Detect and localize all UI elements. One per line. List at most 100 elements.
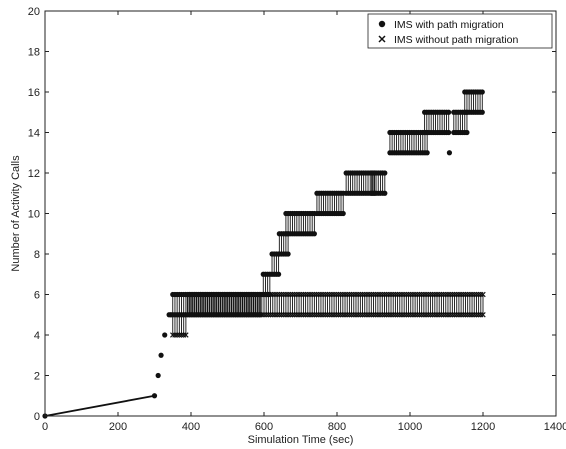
data-point	[471, 291, 477, 298]
data-point	[346, 312, 353, 318]
data-point	[427, 291, 434, 298]
x-tick-label: 1200	[471, 421, 495, 433]
data-point	[386, 312, 392, 318]
data-point	[285, 251, 291, 257]
data-point	[445, 291, 451, 298]
data-point	[446, 150, 453, 156]
data-point	[392, 291, 399, 298]
data-point	[408, 312, 414, 318]
data-point	[331, 291, 337, 298]
data-point	[274, 291, 280, 298]
data-point	[458, 291, 464, 298]
data-point	[475, 291, 482, 298]
x-tick-label: 400	[182, 421, 200, 433]
data-point	[357, 312, 364, 318]
data-point	[285, 312, 291, 318]
data-point	[410, 291, 416, 298]
data-point	[373, 312, 379, 318]
data-point	[412, 312, 418, 318]
data-point	[309, 312, 315, 318]
data-point	[276, 271, 282, 277]
data-point	[377, 312, 383, 318]
data-point	[359, 312, 366, 318]
data-point	[414, 291, 420, 298]
data-point	[340, 291, 346, 298]
data-point	[421, 291, 427, 298]
data-point	[353, 312, 359, 318]
data-point	[276, 291, 283, 298]
data-point	[181, 332, 187, 338]
x-axis-label: Simulation Time (sec)	[248, 434, 354, 446]
data-point	[446, 109, 452, 115]
data-point	[375, 312, 381, 318]
data-point	[390, 291, 396, 298]
data-point	[278, 312, 285, 318]
legend-entry-without-migration: IMS without path migration	[394, 34, 518, 46]
data-point	[291, 291, 298, 298]
data-point	[425, 312, 431, 318]
data-point	[302, 312, 309, 318]
data-point	[436, 291, 442, 298]
data-point	[368, 312, 374, 318]
data-point	[412, 291, 418, 298]
data-point	[434, 312, 440, 318]
data-point	[281, 291, 287, 298]
data-point	[174, 332, 180, 338]
data-point	[300, 291, 307, 298]
data-point	[438, 291, 445, 298]
data-point	[467, 312, 473, 318]
data-point	[170, 332, 176, 338]
data-point	[405, 312, 412, 318]
data-point	[278, 291, 285, 298]
data-point	[397, 312, 403, 318]
data-point	[294, 312, 300, 318]
data-point	[379, 291, 385, 298]
data-point	[322, 312, 329, 318]
plot-marks	[42, 89, 486, 419]
data-point	[462, 291, 469, 298]
data-point	[478, 291, 484, 298]
data-point	[403, 291, 410, 298]
data-point	[316, 291, 322, 298]
legend-marker-circle	[378, 20, 386, 28]
data-point	[401, 312, 407, 318]
data-point	[346, 291, 353, 298]
data-point	[478, 312, 484, 318]
data-point	[353, 291, 359, 298]
data-point	[370, 291, 377, 298]
x-tick-label: 600	[255, 421, 273, 433]
data-point	[388, 312, 394, 318]
data-point	[162, 332, 168, 338]
data-point	[333, 291, 339, 298]
data-point	[394, 291, 401, 298]
data-point	[458, 312, 464, 318]
data-point	[438, 312, 445, 318]
data-point	[408, 291, 414, 298]
data-point	[364, 291, 370, 298]
data-point	[399, 312, 405, 318]
data-point	[443, 291, 449, 298]
data-point	[311, 312, 318, 318]
data-point	[285, 291, 291, 298]
data-point	[158, 352, 164, 358]
data-point	[381, 312, 388, 318]
data-point	[403, 312, 410, 318]
data-point	[335, 312, 342, 318]
data-point	[405, 291, 412, 298]
data-point	[427, 312, 434, 318]
data-point	[183, 332, 189, 338]
data-point	[418, 291, 425, 298]
data-point	[414, 312, 420, 318]
data-point	[298, 312, 304, 318]
y-tick-label: 12	[28, 168, 40, 180]
legend-entry-with-migration: IMS with path migration	[394, 19, 504, 31]
data-point	[287, 312, 293, 318]
y-tick-label: 0	[34, 411, 40, 423]
data-point	[327, 312, 333, 318]
data-point	[355, 291, 361, 298]
data-point	[340, 312, 346, 318]
data-point	[399, 291, 405, 298]
data-point	[151, 393, 158, 399]
data-point	[362, 312, 368, 318]
y-tick-label: 2	[34, 371, 40, 383]
